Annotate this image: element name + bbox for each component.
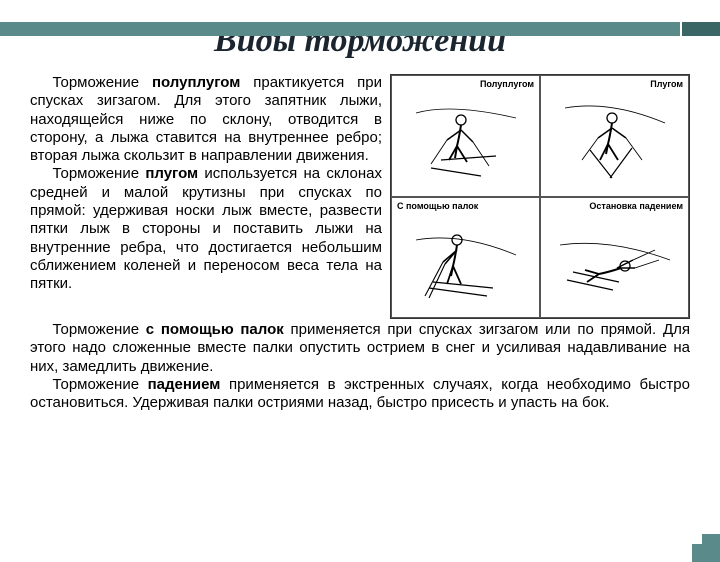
skier-halfplow-icon <box>411 88 521 188</box>
bar-segment-main <box>0 22 680 36</box>
paragraph-halfplow: Торможение полуплугом практикуется при с… <box>30 74 382 165</box>
cell-halfplow: Полуплугом <box>391 75 540 197</box>
skier-plow-icon <box>560 88 670 188</box>
upper-row: Торможение полуплугом практикуется при с… <box>30 74 690 319</box>
skier-fall-icon <box>555 210 675 310</box>
corner-decoration <box>692 534 720 562</box>
p3-term: с помощью палок <box>146 321 284 338</box>
p1-term: полуплугом <box>152 74 240 91</box>
p1-lead: Торможение <box>53 74 152 91</box>
paragraph-fall: Торможение падением применяется в экстре… <box>30 376 690 413</box>
skier-poles-icon <box>411 210 521 310</box>
p2-term: плугом <box>145 165 198 182</box>
upper-text-column: Торможение полуплугом практикуется при с… <box>30 74 382 294</box>
illustration-grid: Полуплугом Плугом <box>390 74 690 319</box>
paragraph-plow: Торможение плугом используется на склона… <box>30 165 382 293</box>
content-area: Торможение полуплугом практикуется при с… <box>0 74 720 412</box>
p4-term: падением <box>148 376 221 393</box>
cell-fall: Остановка падением <box>540 197 689 319</box>
p4-lead: Торможение <box>53 376 148 393</box>
bar-segment-accent <box>680 22 720 36</box>
p3-lead: Торможение <box>53 321 146 338</box>
p2-lead: Торможение <box>53 165 146 182</box>
top-accent-bar <box>0 22 720 36</box>
cell-poles: С помощью палок <box>391 197 540 319</box>
paragraph-poles: Торможение с помощью палок применяется п… <box>30 321 690 376</box>
cell-plow: Плугом <box>540 75 689 197</box>
p2-rest: используется на склонах средней и малой … <box>30 165 382 292</box>
lower-text: Торможение с помощью палок применяется п… <box>30 321 690 412</box>
